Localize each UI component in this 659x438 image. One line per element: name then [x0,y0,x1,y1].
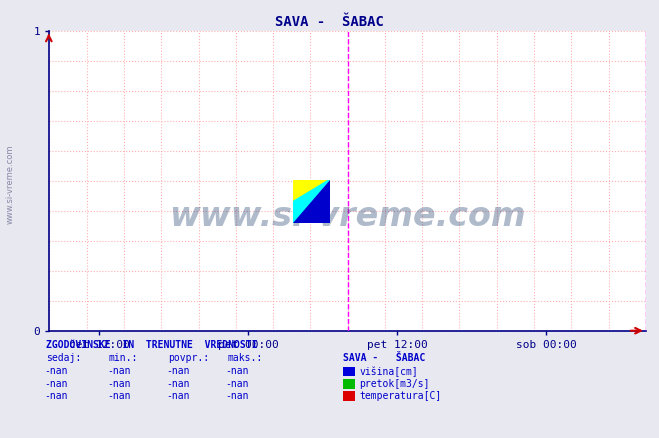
Text: maks.:: maks.: [227,353,262,364]
Text: www.si-vreme.com: www.si-vreme.com [169,200,526,233]
Text: -nan: -nan [166,391,190,401]
Text: višina[cm]: višina[cm] [359,366,418,377]
Text: -nan: -nan [166,379,190,389]
Text: povpr.:: povpr.: [168,353,209,364]
Text: www.si-vreme.com: www.si-vreme.com [5,144,14,224]
Text: SAVA -   ŠABAC: SAVA - ŠABAC [343,353,425,364]
Text: -nan: -nan [107,367,130,377]
Text: ZGODOVINSKE  IN  TRENUTNE  VREDNOSTI: ZGODOVINSKE IN TRENUTNE VREDNOSTI [46,340,258,350]
Text: temperatura[C]: temperatura[C] [359,391,442,401]
Text: -nan: -nan [107,391,130,401]
Text: -nan: -nan [225,391,249,401]
Text: SAVA -  ŠABAC: SAVA - ŠABAC [275,15,384,29]
Text: -nan: -nan [44,391,68,401]
Text: sedaj:: sedaj: [46,353,81,364]
Text: pretok[m3/s]: pretok[m3/s] [359,379,430,389]
Text: -nan: -nan [44,379,68,389]
Polygon shape [293,180,330,223]
Text: -nan: -nan [166,367,190,377]
Polygon shape [293,180,330,223]
Text: -nan: -nan [225,367,249,377]
Text: -nan: -nan [44,367,68,377]
Text: min.:: min.: [109,353,138,364]
Text: -nan: -nan [107,379,130,389]
Text: -nan: -nan [225,379,249,389]
Polygon shape [293,180,330,201]
